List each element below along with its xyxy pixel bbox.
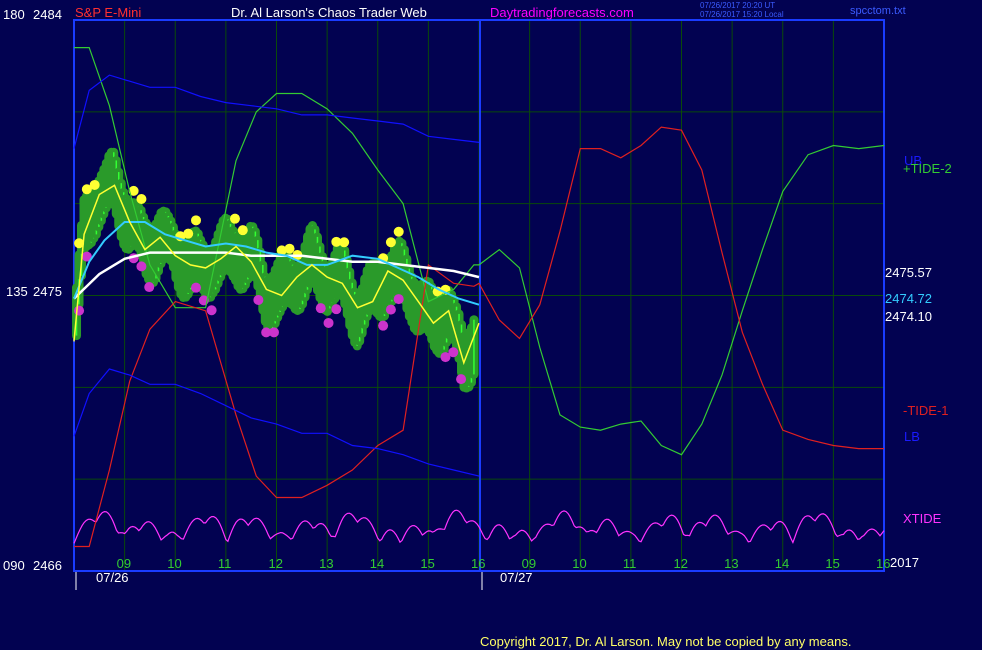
low-dot <box>268 327 279 338</box>
x-tick-label: 13 <box>724 556 738 571</box>
x-tick-label: 15 <box>420 556 434 571</box>
file-name: spcctom.txt <box>850 5 906 17</box>
header-title: Dr. Al Larson's Chaos Trader Web <box>231 5 427 20</box>
series-tide-1 <box>74 126 884 548</box>
low-dot <box>74 305 85 316</box>
x-tick-label: 09 <box>117 556 131 571</box>
x-tick-label: 15 <box>825 556 839 571</box>
low-dot <box>191 282 202 293</box>
high-dot <box>385 237 396 248</box>
x-tick-label: 16 <box>876 556 890 571</box>
date-label-2: 07/27 <box>500 570 533 585</box>
ub-label: UB <box>904 153 922 168</box>
lb-label: LB <box>904 429 920 444</box>
copyright: Copyright 2017, Dr. Al Larson. May not b… <box>480 634 851 649</box>
low-dot <box>448 347 459 358</box>
y-mid-price: 2475 <box>33 284 62 299</box>
site-link[interactable]: Daytradingforecasts.com <box>490 5 634 20</box>
low-dot <box>440 352 451 363</box>
low-dot <box>315 303 326 314</box>
y-top-price: 2484 <box>33 7 62 22</box>
x-tick-label: 10 <box>572 556 586 571</box>
y-mid-angle: 135 <box>6 284 28 299</box>
low-dot <box>144 282 155 293</box>
series-tide-2 <box>74 47 885 456</box>
high-dot <box>237 225 248 236</box>
timestamp-ut: 07/26/2017 20:20 UT <box>700 1 775 10</box>
high-dot <box>339 237 350 248</box>
tide2-label: +TIDE-2 <box>903 161 952 176</box>
x-tick-label: 13 <box>319 556 333 571</box>
xtide-label: XTIDE <box>903 511 942 526</box>
low-dot <box>261 327 272 338</box>
value-cyan: 2474.72 <box>885 291 932 306</box>
date-label-1: 07/26 <box>96 570 129 585</box>
low-dot <box>331 304 342 315</box>
series-yellow <box>73 184 480 366</box>
chart-title: S&P E-Mini <box>75 5 141 20</box>
high-dot <box>393 226 404 237</box>
series-lb <box>73 368 480 477</box>
value-white: 2475.57 <box>885 265 932 280</box>
high-dot <box>136 194 147 205</box>
low-dot <box>81 251 92 262</box>
y-bot-angle: 090 <box>3 558 25 573</box>
x-tick-label: 16 <box>471 556 485 571</box>
series-white <box>73 251 480 300</box>
high-dot <box>284 243 295 254</box>
high-dot <box>276 245 287 256</box>
low-dot <box>393 294 404 305</box>
x-tick-labels: 09 10 11 12 13 14 15 16 09 10 11 12 13 14 15 16 <box>117 556 891 571</box>
x-tick-label: 10 <box>167 556 181 571</box>
low-dot <box>378 320 389 331</box>
low-dot <box>323 317 334 328</box>
x-tick-label: 14 <box>370 556 384 571</box>
high-dot <box>191 215 202 226</box>
x-tick-label: 12 <box>674 556 688 571</box>
low-dot <box>253 294 264 305</box>
series-layer <box>72 47 885 548</box>
tide1-label: -TIDE-1 <box>903 403 949 418</box>
low-dot <box>206 305 217 316</box>
x-tick-label: 12 <box>269 556 283 571</box>
x-tick-label: 11 <box>623 556 637 571</box>
series-xtide <box>73 509 885 545</box>
high-dot <box>229 213 240 224</box>
high-dot <box>128 185 139 196</box>
low-dot <box>136 261 147 272</box>
high-dot <box>183 228 194 239</box>
high-dot <box>81 184 92 195</box>
x-tick-label: 09 <box>522 556 536 571</box>
low-dot <box>385 304 396 315</box>
low-dot <box>456 374 467 385</box>
year-label: 2017 <box>890 555 919 570</box>
series-ub <box>73 74 480 149</box>
timestamp-local: 07/26/2017 15:20 Local <box>700 10 784 19</box>
x-tick-label: 11 <box>218 556 232 571</box>
series-cyan <box>73 221 480 306</box>
high-dot <box>331 236 342 247</box>
value-yellow: 2474.10 <box>885 309 932 324</box>
x-tick-label: 14 <box>775 556 789 571</box>
price-bars <box>72 147 479 393</box>
high-dot <box>89 179 100 190</box>
y-top-angle: 180 <box>3 7 25 22</box>
high-dot <box>74 238 85 249</box>
y-bot-price: 2466 <box>33 558 62 573</box>
